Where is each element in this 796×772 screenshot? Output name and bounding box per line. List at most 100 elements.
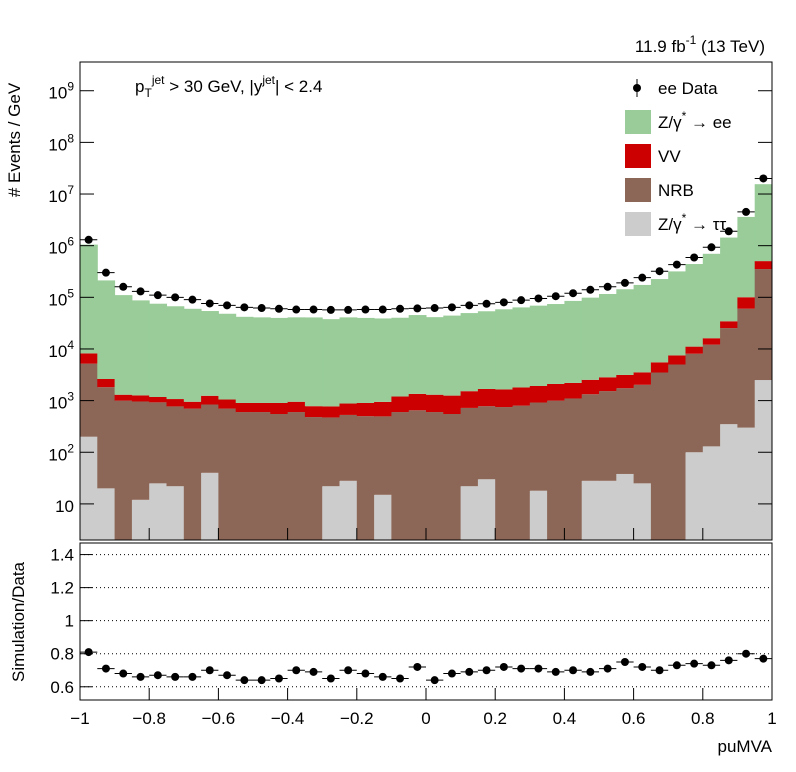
stack-bar [668, 271, 686, 356]
stack-bar [339, 403, 358, 415]
stack-bar [633, 372, 652, 385]
stack-bar [235, 316, 254, 403]
stack-bar [114, 400, 133, 540]
stack-bar [633, 483, 652, 540]
ratio-point [569, 666, 578, 675]
stack-bar [131, 395, 150, 402]
stack-bar [754, 261, 773, 270]
stack-bar [460, 313, 479, 392]
plot-marks [80, 184, 773, 540]
data-point [551, 292, 560, 301]
x-tick-label: −0.4 [271, 709, 305, 728]
stack-bar [80, 244, 98, 354]
ratio-point [620, 657, 629, 666]
ratio-point [690, 659, 699, 668]
data-point [119, 282, 128, 291]
stack-bar [616, 289, 635, 375]
data-point [274, 304, 283, 313]
y-tick-label: 10 [55, 497, 74, 516]
stack-bar [131, 300, 150, 396]
stack-bar [322, 319, 340, 407]
legend-label: ee Data [658, 79, 718, 98]
legend-swatch [625, 110, 651, 134]
stack-bar [304, 317, 323, 407]
stack-bar [218, 399, 237, 409]
x-tick-label: 0.4 [553, 709, 577, 728]
data-point [638, 273, 647, 282]
stack-bar [754, 184, 773, 262]
data-point [465, 301, 474, 310]
stack-bar [702, 338, 721, 345]
stack-bar [166, 406, 185, 487]
stack-bar [304, 417, 323, 540]
data-point [517, 296, 526, 305]
stack-bar [374, 494, 392, 540]
stack-bar [356, 402, 375, 417]
data-point [240, 303, 249, 312]
x-tick-label: 0.2 [483, 709, 507, 728]
stack-bar [339, 414, 358, 481]
ratio-point [759, 654, 768, 663]
stack-bar [737, 427, 756, 540]
stack-bar [183, 408, 202, 540]
data-point [482, 299, 491, 308]
y-axis-title: # Events / GeV [5, 82, 24, 197]
ratio-point [84, 648, 93, 657]
stack-bar [97, 488, 116, 540]
data-point [344, 305, 353, 314]
stack-bar [668, 364, 686, 540]
ratio-point [188, 672, 197, 681]
stack-bar [581, 297, 600, 380]
data-point [309, 305, 318, 314]
ratio-point [499, 662, 508, 671]
stack-bar [650, 362, 669, 373]
stack-bar [754, 380, 773, 540]
stack-bar [547, 304, 565, 384]
ratio-point [707, 661, 716, 670]
data-point [655, 267, 664, 276]
y-tick-label: 103 [48, 390, 74, 413]
stack-bar [374, 318, 392, 402]
stack-bar [581, 480, 600, 540]
data-point [84, 235, 93, 244]
stack-bar [547, 400, 565, 540]
ratio-point [101, 664, 110, 673]
stack-bar [235, 402, 254, 413]
x-tick-label: 0.8 [691, 709, 715, 728]
stack-bar [270, 317, 289, 403]
data-point [430, 304, 439, 313]
stack-bar [339, 480, 358, 540]
stack-bar [97, 280, 116, 380]
stack-bar [253, 412, 271, 540]
data-point [707, 243, 716, 252]
stack-bar [685, 452, 704, 540]
stack-bar [426, 394, 444, 413]
data-point [413, 304, 422, 313]
stack-bar [685, 353, 704, 453]
y-tick-label: 105 [48, 286, 74, 309]
stack-bar [183, 308, 202, 402]
stack-bar [460, 391, 479, 408]
ratio-point [430, 676, 439, 685]
data-point [569, 289, 578, 298]
stack-bar [720, 328, 738, 425]
stack-bar [616, 388, 635, 474]
stack-bar [581, 394, 600, 481]
stack-bar [391, 412, 410, 540]
stack-bar [322, 486, 340, 540]
y-tick-label: 104 [48, 338, 74, 361]
stack-bar [97, 379, 116, 388]
y-tick-label: 109 [48, 80, 74, 103]
stack-bar [270, 414, 289, 540]
stack-bar [477, 311, 496, 389]
stack-bar [633, 284, 652, 373]
stack-bar [737, 216, 756, 298]
stack-bar [287, 401, 306, 413]
stack-bar [685, 264, 704, 347]
stack-bar [633, 384, 652, 484]
ratio-point [534, 664, 543, 673]
data-point [724, 227, 733, 236]
stack-bar [426, 317, 444, 395]
stack-bar [616, 374, 635, 389]
